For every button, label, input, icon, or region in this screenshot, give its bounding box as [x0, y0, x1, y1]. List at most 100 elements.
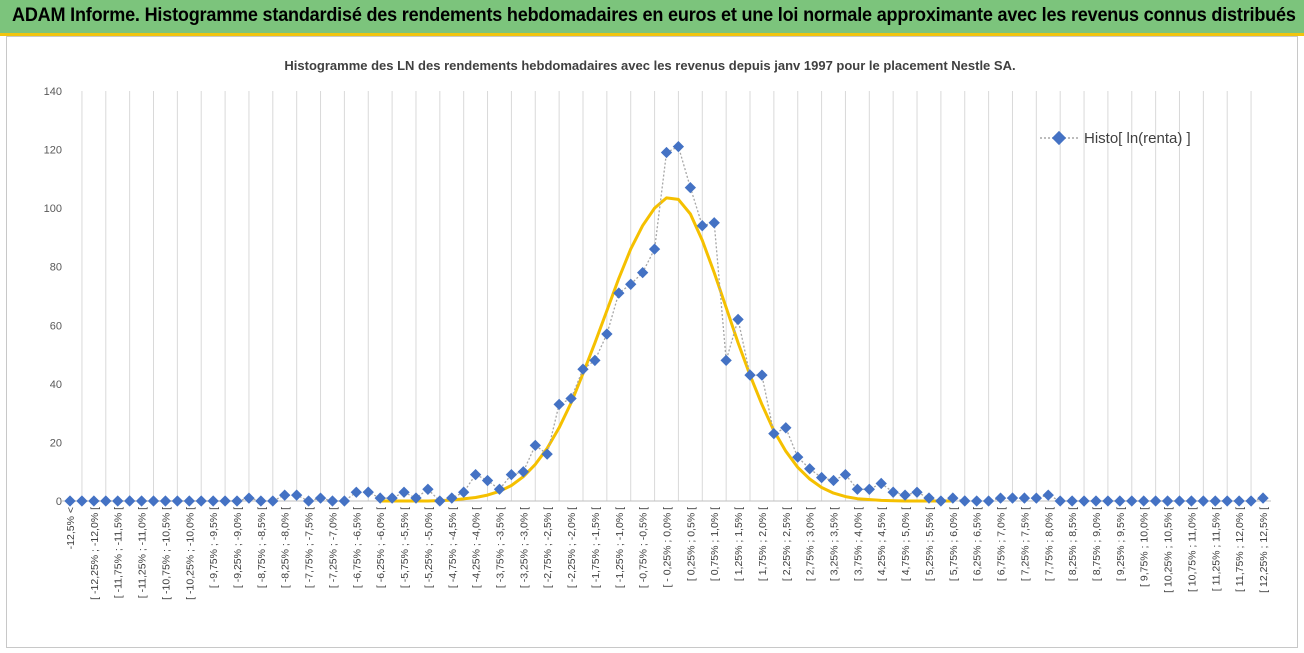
histo-point — [124, 495, 136, 507]
legend: Histo[ ln(renta) ] — [1040, 130, 1191, 147]
histo-point — [243, 492, 255, 504]
y-tick-label: 60 — [50, 320, 62, 332]
x-tick-label: [ -5,75% ; -5,5% [ — [399, 507, 411, 588]
histo-point — [708, 217, 720, 229]
histo-point — [923, 492, 935, 504]
histo-point — [76, 495, 88, 507]
histo-point — [827, 474, 840, 487]
histo-point — [1245, 495, 1257, 507]
histo-point — [815, 471, 828, 484]
histo-point — [672, 140, 685, 153]
histo-point — [1233, 495, 1245, 507]
x-tick-label: [ 4,75% ; 5,0% [ — [900, 507, 912, 581]
histo-point — [290, 489, 303, 501]
x-tick-label: [ -7,25% ; -7,0% [ — [327, 507, 339, 588]
histo-point — [338, 495, 351, 507]
y-tick-label: 40 — [50, 379, 62, 391]
histo-point — [959, 495, 971, 507]
histo-point — [732, 313, 744, 326]
histo-point — [780, 422, 792, 434]
x-tick-label: [ 6,25% ; 6,5% [ — [972, 507, 984, 581]
histo-point — [493, 483, 506, 495]
histo-point — [100, 495, 112, 507]
histo-point — [1257, 492, 1269, 504]
legend-marker-icon — [1051, 130, 1067, 146]
report-title: ADAM Informe. Histogramme standardisé de… — [12, 5, 1296, 26]
x-tick-label: [ 12,25% ; 12,5% [ — [1258, 507, 1270, 593]
histo-point — [792, 451, 804, 463]
histo-point — [1138, 495, 1150, 507]
histo-point — [982, 495, 995, 507]
x-tick-label: [ 3,25% ; 3,5% [ — [829, 507, 841, 581]
histo-point — [1221, 495, 1233, 507]
x-tick-label: [ -9,25% ; -9,0% [ — [232, 507, 244, 588]
histo-point — [517, 466, 529, 478]
x-tick-label: [ 11,75% ; 12,0% [ — [1234, 507, 1246, 592]
histo-point — [1090, 495, 1102, 507]
histo-point — [720, 354, 732, 367]
x-tick-label: [ 1,25% ; 1,5% [ — [733, 507, 745, 581]
histo-point — [565, 392, 577, 405]
histo-point — [935, 495, 947, 507]
histo-point — [398, 486, 410, 498]
x-tick-label: [ -8,75% ; -8,5% [ — [256, 507, 268, 588]
x-tick-label: [ 7,25% ; 7,5% [ — [1019, 507, 1031, 581]
histo-point — [601, 328, 613, 340]
histo-point — [362, 486, 374, 498]
x-tick-label: [ 2,75% ; 3,0% [ — [805, 507, 817, 581]
histo-point — [1066, 495, 1078, 507]
x-tick-label: [ 2,25% ; 2,5% [ — [781, 507, 793, 581]
histo-point — [302, 495, 315, 507]
histo-point — [183, 495, 195, 507]
histo-point — [1042, 489, 1054, 501]
histo-point — [1102, 495, 1114, 507]
histo-point — [875, 477, 887, 490]
x-tick-label: [ -7,75% ; -7,5% [ — [304, 507, 316, 588]
x-tick-label: [ -4,25% ; -4,0% [ — [471, 507, 483, 588]
histo-point — [207, 495, 219, 507]
x-tick-label: [ -2,25% ; -2,0% [ — [566, 507, 578, 588]
histo-point — [839, 468, 852, 481]
histo-point — [636, 266, 649, 279]
histo-point — [947, 492, 959, 504]
histo-point — [279, 489, 291, 501]
x-tick-label: [ 1,75% ; 2,0% [ — [757, 507, 769, 581]
histo-point — [529, 439, 541, 452]
x-tick-label: [ -2,75% ; -2,5% [ — [542, 507, 554, 588]
x-tick-label: [ -11,25% ; -11,0% [ — [137, 507, 149, 598]
histo-point — [863, 483, 875, 495]
y-tick-label: 0 — [56, 496, 62, 508]
histo-point — [994, 492, 1007, 504]
histo-point — [410, 492, 422, 504]
histogram-series-layer — [64, 140, 1269, 507]
histo-point — [1030, 492, 1042, 504]
histo-point — [648, 243, 661, 255]
histo-point — [1197, 495, 1209, 507]
chart-title: Histogramme des LN des rendements hebdom… — [284, 58, 1015, 73]
histo-point — [255, 495, 267, 507]
histo-point — [553, 398, 565, 411]
histo-point — [446, 492, 458, 504]
histo-point — [911, 486, 923, 498]
y-tick-label: 100 — [44, 203, 62, 215]
histo-point — [899, 489, 911, 501]
histo-point — [505, 468, 518, 481]
histo-point — [219, 495, 231, 507]
x-tick-label: [ 9,25% ; 9,5% [ — [1115, 507, 1127, 581]
x-tick-label: -12,5% < — [65, 507, 77, 549]
histo-point — [1018, 492, 1031, 504]
histo-point — [326, 495, 339, 507]
histo-point — [1149, 495, 1162, 507]
histo-point — [147, 495, 160, 507]
histo-point — [1185, 495, 1198, 507]
chart-frame — [6, 36, 1298, 648]
histo-point — [386, 492, 398, 504]
x-tick-label: [ -6,75% ; -6,5% [ — [351, 507, 363, 588]
histo-point — [1006, 492, 1019, 504]
y-tick-label: 120 — [44, 145, 62, 157]
histo-point — [314, 492, 327, 504]
histo-point — [684, 181, 696, 194]
histo-point — [589, 354, 601, 367]
